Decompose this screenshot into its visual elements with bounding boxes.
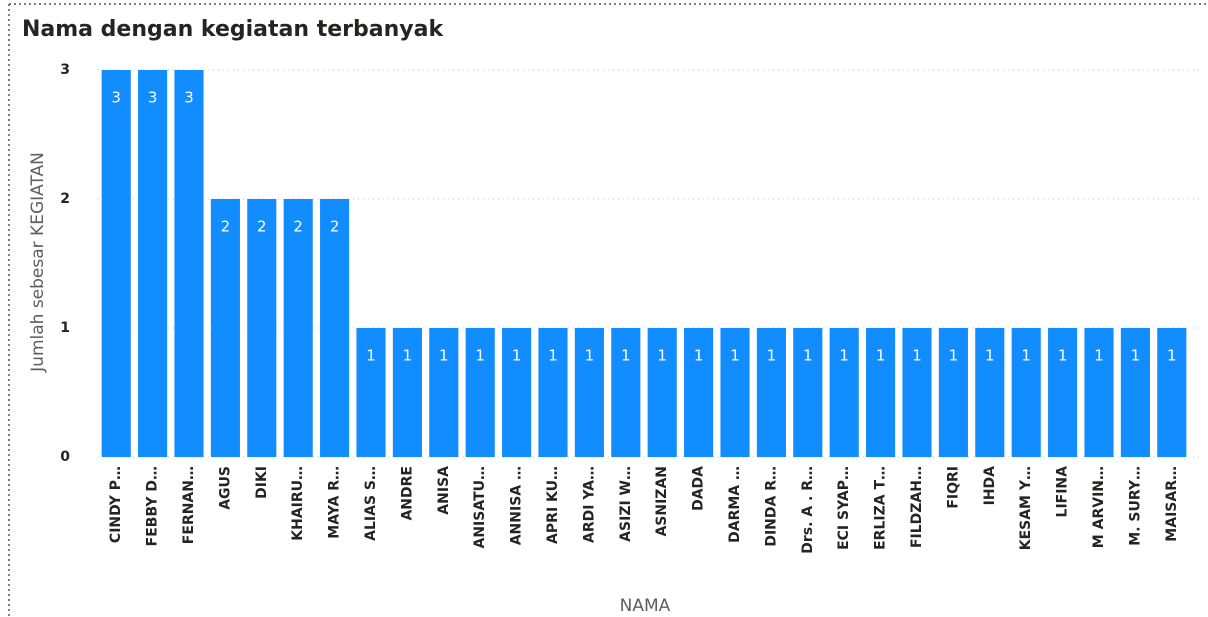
x-tick-label: FILDZAH… [909, 466, 925, 548]
value-label: 1 [548, 347, 558, 365]
bar [247, 199, 277, 457]
value-label: 1 [475, 347, 485, 365]
value-label: 1 [403, 347, 413, 365]
bar [902, 328, 932, 457]
x-tick-label: ANNISA … [509, 466, 525, 545]
x-tick-label: ASNIZAN [654, 466, 670, 537]
x-tick-label: FERNAN… [181, 466, 197, 544]
bar [756, 328, 786, 457]
value-label: 1 [621, 347, 631, 365]
value-label: 1 [1131, 347, 1141, 365]
value-label: 1 [657, 347, 667, 365]
chart-title: Nama dengan kegiatan terbanyak [22, 17, 444, 42]
value-label: 1 [839, 347, 849, 365]
value-label: 1 [366, 347, 376, 365]
bar [866, 328, 896, 457]
value-label: 1 [694, 347, 704, 365]
x-tick-label: FIQRI [945, 466, 961, 509]
bar [502, 328, 532, 457]
y-tick-label: 2 [60, 191, 70, 207]
x-tick-label: AGUS [217, 466, 233, 510]
value-label: 1 [1021, 347, 1031, 365]
y-tick-label: 0 [60, 449, 70, 465]
bar [647, 328, 677, 457]
value-label: 1 [767, 347, 777, 365]
x-tick-label: ANISA [436, 466, 452, 515]
value-label: 1 [1167, 347, 1177, 365]
bar [138, 70, 168, 457]
value-label: 1 [439, 347, 449, 365]
bar [1157, 328, 1187, 457]
bar [538, 328, 568, 457]
value-label: 1 [876, 347, 886, 365]
bar [1120, 328, 1150, 457]
bar [975, 328, 1005, 457]
y-tick-label: 3 [60, 62, 70, 78]
x-tick-label: ALIAS S… [363, 466, 379, 541]
bar [1084, 328, 1114, 457]
bar [429, 328, 459, 457]
value-label: 1 [949, 347, 959, 365]
bar [392, 328, 422, 457]
bar [101, 70, 131, 457]
bar [283, 199, 313, 457]
x-tick-label: M ARVIN… [1091, 466, 1107, 548]
x-tick-label: FEBBY D… [145, 466, 161, 546]
x-tick-label: DINDA R… [763, 466, 779, 547]
value-label: 1 [912, 347, 922, 365]
x-axis-label: NAMA [620, 596, 671, 616]
x-tick-label: KESAM Y… [1018, 466, 1034, 550]
bar [938, 328, 968, 457]
value-label: 2 [221, 218, 231, 236]
x-tick-label: M. SURY… [1127, 466, 1143, 546]
bar [574, 328, 604, 457]
value-label: 3 [148, 89, 158, 107]
x-tick-label: IHDA [982, 466, 998, 506]
bar [210, 199, 240, 457]
x-tick-label: ANDRE [399, 466, 415, 521]
value-label: 1 [803, 347, 813, 365]
y-axis-label: Jumlah sebesar KEGIATAN [28, 152, 48, 373]
x-tick-label: DIKI [254, 466, 270, 499]
value-label: 1 [985, 347, 995, 365]
x-tick-label: ERLIZA T… [873, 466, 889, 550]
bar [720, 328, 750, 457]
bar [174, 70, 204, 457]
value-label: 1 [730, 347, 740, 365]
bar [356, 328, 386, 457]
bar [465, 328, 495, 457]
x-tick-label: ECI SYAP… [836, 466, 852, 550]
x-tick-label: KHAIRU… [290, 466, 306, 541]
x-tick-label: Drs. A . R… [800, 466, 816, 554]
x-tick-label: ASIZI W… [618, 466, 634, 542]
value-label: 2 [257, 218, 267, 236]
x-tick-label: DADA [691, 466, 707, 511]
x-tick-label: ANISATU… [472, 466, 488, 549]
x-tick-label: APRI KU… [545, 466, 561, 544]
value-label: 1 [585, 347, 595, 365]
bar [684, 328, 714, 457]
value-label: 1 [512, 347, 522, 365]
bar [611, 328, 641, 457]
bar [320, 199, 350, 457]
x-tick-label: ARDI YA… [581, 466, 597, 543]
value-label: 3 [111, 89, 121, 107]
bar [1011, 328, 1041, 457]
bar [1048, 328, 1078, 457]
x-tick-label: CINDY P… [108, 466, 124, 543]
value-label: 3 [184, 89, 194, 107]
x-tick-label: MAYA R… [327, 466, 343, 539]
value-label: 2 [330, 218, 340, 236]
x-tick-label: LIFINA [1055, 466, 1071, 518]
bar [793, 328, 823, 457]
bar [829, 328, 859, 457]
value-label: 1 [1094, 347, 1104, 365]
value-label: 1 [1058, 347, 1068, 365]
y-tick-label: 1 [60, 320, 70, 336]
x-tick-label: MAISAR… [1164, 466, 1180, 542]
value-label: 2 [293, 218, 303, 236]
x-tick-label: DARMA … [727, 466, 743, 543]
